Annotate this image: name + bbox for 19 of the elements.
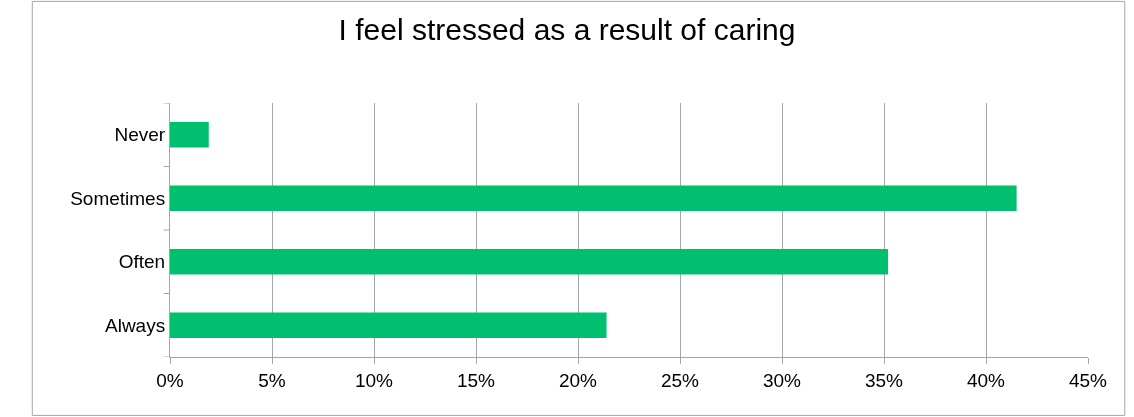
x-tick-label: 10% <box>354 369 394 391</box>
y-tick-label: Sometimes <box>70 187 166 209</box>
x-tick-label: 35% <box>864 369 904 391</box>
y-tick-label: Always <box>105 314 166 336</box>
x-tick-label: 25% <box>660 369 700 391</box>
bar <box>170 249 889 275</box>
x-tick-label: 30% <box>762 369 802 391</box>
x-tick-label: 45% <box>1068 369 1108 391</box>
bar <box>170 185 1017 211</box>
x-tick-label: 40% <box>966 369 1006 391</box>
x-tick-label: 0% <box>156 369 184 391</box>
bar <box>170 312 607 338</box>
y-tick-label: Often <box>118 251 166 273</box>
bar <box>170 122 209 148</box>
x-tick-label: 15% <box>456 369 496 391</box>
x-tick-label: 5% <box>258 369 286 391</box>
x-tick-label: 20% <box>558 369 598 391</box>
y-tick-label: Never <box>114 124 166 146</box>
chart-title: I feel stressed as a result of caring <box>338 12 796 46</box>
